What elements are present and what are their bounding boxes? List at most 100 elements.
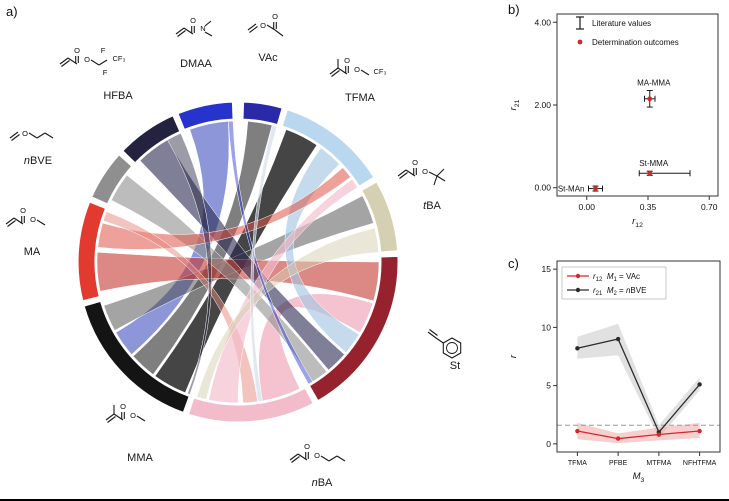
shape: r — [593, 272, 596, 281]
st-structure — [427, 329, 462, 359]
bond-line — [98, 59, 108, 66]
bond-line — [44, 132, 54, 139]
atom-label: O — [84, 55, 90, 64]
chord-ribbon — [110, 174, 328, 382]
confidence-band-r12 — [577, 422, 700, 444]
atom-label: F — [101, 46, 106, 55]
ma-structure: OO — [5, 206, 46, 227]
shape: M — [633, 471, 641, 482]
y-tick-label: 4.00 — [534, 17, 551, 27]
bond-line — [28, 132, 38, 139]
bond-line — [36, 132, 46, 139]
monomer-prefix: n — [23, 155, 31, 167]
legend-frame — [561, 266, 667, 300]
atom-label: F — [103, 68, 108, 77]
hfba-structure: OO F F CF₃ — [59, 46, 126, 77]
monomer-label-nba: nBA — [312, 477, 333, 489]
monomer-name: TFMA — [345, 92, 375, 104]
bond-line — [436, 175, 446, 182]
x-axis-label: M3 — [633, 471, 645, 484]
legend-label: Determination outcomes — [592, 38, 679, 47]
monomer-label-nbve: nBVE — [24, 155, 52, 167]
shape: 21 — [596, 291, 603, 297]
series-marker-r12 — [575, 428, 580, 434]
atom-label: O — [344, 56, 350, 65]
monomer-name: MMA — [127, 452, 153, 464]
series-line-r21 — [577, 338, 701, 434]
monomer-label-tfma: TFMA — [345, 92, 375, 104]
chord-ribbon — [97, 167, 351, 250]
chord-arc-dmaa — [177, 101, 234, 131]
bond-line — [360, 69, 370, 76]
shape: n — [626, 286, 631, 295]
series-marker-r12 — [697, 428, 702, 434]
bond-line — [105, 413, 115, 421]
chord-ribbon — [196, 227, 379, 400]
shape: M — [607, 286, 614, 295]
bond-line — [435, 337, 444, 344]
bond-line — [399, 172, 408, 179]
nba-structure: OO — [289, 442, 346, 463]
bond-line — [107, 416, 116, 423]
bond-line — [175, 27, 185, 35]
determination-marker — [647, 170, 653, 176]
legend-dot-icon — [577, 39, 583, 45]
chord-arc-mma — [83, 300, 190, 414]
x-tick-label: 0.35 — [640, 202, 657, 212]
shape: 1 — [613, 277, 617, 283]
panel-a-label: a) — [6, 4, 18, 19]
bond-line — [320, 455, 330, 462]
shape: 21 — [514, 99, 521, 107]
bond-line — [397, 169, 407, 177]
atom-label: N — [200, 24, 205, 33]
monomer-prefix: n — [311, 477, 318, 489]
bond-line — [61, 60, 70, 67]
atom-label: O — [304, 442, 310, 451]
atom-label: O — [130, 411, 136, 420]
bond-line — [331, 70, 340, 77]
bond-line — [177, 30, 186, 37]
atom-label: O — [272, 12, 278, 21]
atom-label: O — [260, 21, 266, 30]
bond-line — [329, 67, 339, 75]
y-tick-label: 15 — [542, 264, 552, 274]
shape: BVE — [630, 286, 646, 295]
bond-line — [289, 453, 299, 461]
bond-line — [436, 168, 445, 177]
shape: r — [508, 354, 519, 358]
bond-line — [59, 57, 69, 65]
y-tick-label: 0 — [546, 439, 551, 449]
bond-line — [427, 331, 437, 339]
monomer-label-vac: VAc — [258, 52, 277, 64]
bond-line — [428, 171, 438, 177]
atom-label: O — [30, 215, 36, 224]
bond-line — [328, 455, 338, 462]
atom-label: O — [354, 65, 360, 74]
monomer-label-hfba: HFBA — [103, 90, 132, 102]
data-point-St-MAn: St-MAn — [558, 185, 603, 194]
chord-arc-nbve — [91, 154, 133, 205]
bond-line — [429, 329, 438, 336]
chord-arc-nba — [187, 387, 314, 423]
aromatic-circle — [446, 342, 458, 354]
bond-line — [36, 219, 46, 226]
panel-c-label: c) — [508, 256, 519, 271]
monomer-label-ma: MA — [24, 246, 41, 258]
shape: = — [617, 272, 626, 281]
atom-label: O — [20, 206, 26, 215]
monomer-name: BA — [426, 200, 441, 212]
monomer-name: VAc — [258, 52, 278, 64]
tfma-structure: OO CF₃ — [329, 56, 387, 77]
y-tick-label: 5 — [546, 381, 551, 391]
shape: 12 — [635, 222, 643, 229]
chord-arc-tba — [361, 181, 399, 253]
shape: = — [617, 286, 626, 295]
chord-ribbon — [227, 120, 314, 385]
bond-line — [5, 217, 15, 225]
shape: 12 — [596, 277, 603, 283]
vac-structure: OO — [247, 12, 284, 37]
bond-line — [433, 175, 438, 186]
bond-line — [136, 415, 146, 422]
atom-label: CF₃ — [373, 67, 386, 76]
